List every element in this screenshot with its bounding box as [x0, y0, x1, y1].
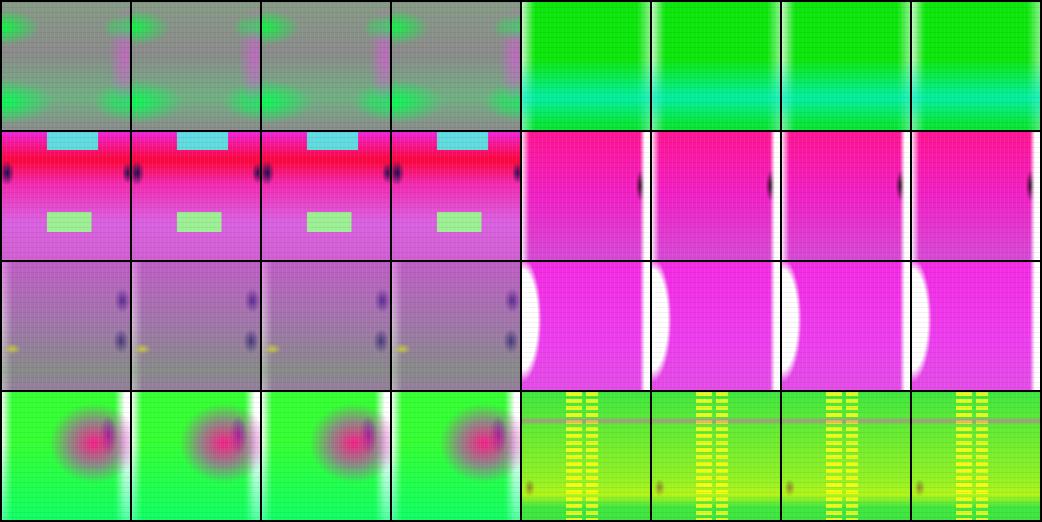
tile-detail-layer	[2, 2, 130, 130]
tile-detail-layer	[2, 132, 130, 260]
tile-color-layer	[132, 262, 260, 390]
tile-color-layer	[522, 262, 650, 390]
image-tile	[392, 392, 520, 520]
image-tile	[782, 262, 910, 390]
image-tile	[132, 392, 260, 520]
tile-color-layer	[652, 2, 780, 130]
tile-detail-layer	[2, 392, 130, 520]
image-tile	[782, 132, 910, 260]
image-tile	[262, 262, 390, 390]
image-tile	[132, 262, 260, 390]
tile-color-layer	[2, 392, 130, 520]
tile-detail-layer	[782, 392, 910, 520]
tile-detail-layer	[522, 262, 650, 390]
image-tile	[2, 392, 130, 520]
image-tile	[912, 132, 1040, 260]
image-tile	[912, 392, 1040, 520]
tile-detail-layer	[392, 132, 520, 260]
tile-detail-layer	[262, 392, 390, 520]
image-tile	[262, 132, 390, 260]
tile-color-layer	[912, 262, 1040, 390]
tile-color-layer	[262, 262, 390, 390]
image-tile	[262, 2, 390, 130]
tile-detail-layer	[782, 262, 910, 390]
tile-detail-layer	[522, 2, 650, 130]
image-tile	[782, 2, 910, 130]
image-tile	[782, 392, 910, 520]
image-tile	[392, 262, 520, 390]
tile-color-layer	[652, 262, 780, 390]
tile-color-layer	[262, 392, 390, 520]
tile-detail-layer	[652, 262, 780, 390]
tile-detail-layer	[522, 132, 650, 260]
tile-detail-layer	[652, 392, 780, 520]
tile-detail-layer	[652, 2, 780, 130]
tile-detail-layer	[262, 2, 390, 130]
tile-detail-layer	[262, 262, 390, 390]
tile-detail-layer	[912, 262, 1040, 390]
tile-color-layer	[392, 392, 520, 520]
tile-detail-layer	[652, 132, 780, 260]
image-tile	[132, 132, 260, 260]
tile-detail-layer	[522, 392, 650, 520]
image-tile	[132, 2, 260, 130]
image-tile	[2, 132, 130, 260]
tile-detail-layer	[132, 2, 260, 130]
image-tile	[392, 2, 520, 130]
image-tile	[912, 262, 1040, 390]
image-tile	[652, 392, 780, 520]
tile-color-layer	[132, 392, 260, 520]
tile-detail-layer	[392, 2, 520, 130]
tile-color-layer	[782, 2, 910, 130]
tile-detail-layer	[132, 132, 260, 260]
image-tile	[912, 2, 1040, 130]
tile-detail-layer	[392, 262, 520, 390]
image-tile	[262, 392, 390, 520]
image-tile	[652, 2, 780, 130]
image-tile	[652, 132, 780, 260]
image-tile	[522, 132, 650, 260]
tile-color-layer	[392, 262, 520, 390]
tile-detail-layer	[132, 392, 260, 520]
image-tile	[392, 132, 520, 260]
tile-color-layer	[522, 2, 650, 130]
tile-detail-layer	[132, 262, 260, 390]
image-tile	[2, 262, 130, 390]
tile-detail-layer	[912, 2, 1040, 130]
tile-detail-layer	[392, 392, 520, 520]
tile-color-layer	[782, 262, 910, 390]
image-tile	[652, 262, 780, 390]
tile-color-layer	[2, 262, 130, 390]
tile-detail-layer	[782, 2, 910, 130]
tile-detail-layer	[2, 262, 130, 390]
image-tile	[522, 262, 650, 390]
tile-detail-layer	[262, 132, 390, 260]
image-tile	[522, 392, 650, 520]
tile-detail-layer	[912, 132, 1040, 260]
tile-color-layer	[912, 2, 1040, 130]
tile-detail-layer	[912, 392, 1040, 520]
image-tile	[2, 2, 130, 130]
tile-detail-layer	[782, 132, 910, 260]
image-tile	[522, 2, 650, 130]
